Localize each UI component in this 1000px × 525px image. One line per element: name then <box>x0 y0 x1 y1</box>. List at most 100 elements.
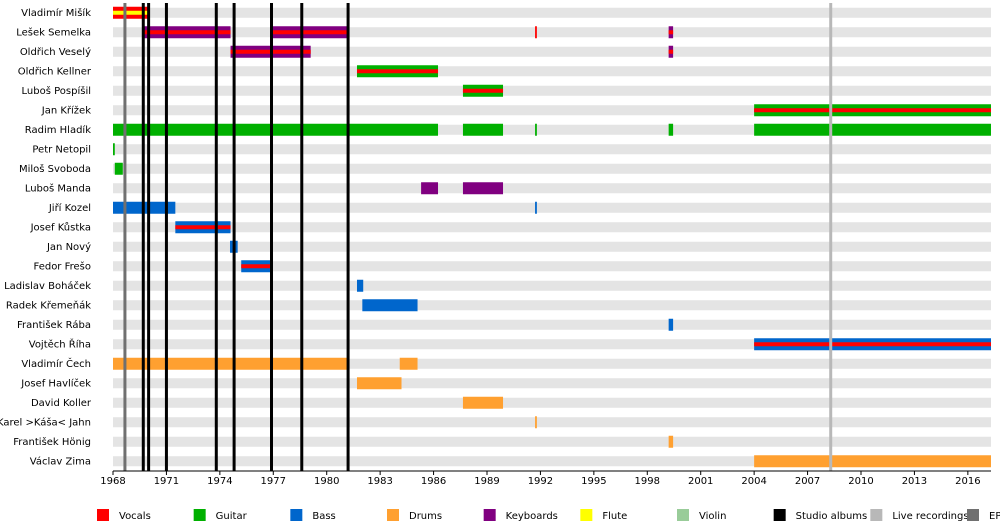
member-name: Josef Kůstka <box>30 221 91 233</box>
x-tick-label: 2004 <box>741 476 766 487</box>
row-band <box>113 222 991 233</box>
member-name: Petr Netopil <box>32 144 91 155</box>
member-period <box>754 455 991 468</box>
period-accent <box>754 342 991 347</box>
row-band <box>113 163 991 174</box>
member-name: Radek Křemeňák <box>6 299 91 311</box>
row-band <box>113 417 991 428</box>
legend-label: EPs <box>989 511 1000 522</box>
x-tick-label: 2010 <box>848 476 873 487</box>
member-period <box>113 123 439 136</box>
row-band <box>113 456 991 467</box>
row-band <box>113 339 991 350</box>
member-name: Oldřich Kellner <box>18 65 92 77</box>
member-name: Oldřich Veselý <box>20 46 91 58</box>
row-band <box>113 202 991 213</box>
member-name: Radim Hladík <box>25 124 91 136</box>
member-name: Karel >Káša< Jahn <box>0 416 91 428</box>
period-accent <box>271 30 349 35</box>
member-name: Jan Křížek <box>41 104 91 116</box>
member-name: Václav Zima <box>30 455 91 467</box>
legend-label: Vocals <box>119 511 151 522</box>
legend-swatch <box>773 509 786 521</box>
x-tick-label: 2007 <box>795 476 820 487</box>
row-band <box>113 397 991 408</box>
member-period <box>113 143 115 156</box>
member-period <box>754 123 991 136</box>
x-tick-label: 2016 <box>955 476 980 487</box>
member-name: Vojtěch Říha <box>29 337 91 350</box>
member-period <box>356 279 364 292</box>
member-period <box>668 318 674 331</box>
period-accent <box>668 49 674 54</box>
period-accent <box>356 69 439 74</box>
row-band <box>113 105 991 116</box>
period-accent <box>113 10 149 15</box>
member-period <box>113 357 349 370</box>
x-tick-label: 1989 <box>474 476 499 487</box>
period-accent <box>175 225 231 230</box>
member-period <box>535 416 537 429</box>
member-name: Luboš Manda <box>25 182 91 194</box>
legend-swatch <box>97 509 109 521</box>
row-band <box>113 144 991 155</box>
x-tick-label: 1995 <box>581 476 606 487</box>
x-tick-label: 1992 <box>528 476 553 487</box>
row-band <box>113 7 991 18</box>
x-tick-label: 2013 <box>902 476 927 487</box>
legend-label: Violin <box>699 511 726 522</box>
row-band <box>113 378 991 389</box>
x-tick-label: 2001 <box>688 476 713 487</box>
legend-label: Keyboards <box>506 511 558 522</box>
member-name: Vladimír Čech <box>21 357 91 370</box>
row-band <box>113 241 991 252</box>
row-band <box>113 436 991 447</box>
x-tick-label: 1998 <box>635 476 660 487</box>
member-period <box>399 357 418 370</box>
member-period <box>356 377 402 390</box>
member-period <box>421 182 439 195</box>
member-name: Miloš Svoboda <box>19 163 91 175</box>
legend-label: Drums <box>409 511 442 522</box>
member-name: Luboš Pospíšil <box>22 85 91 97</box>
row-band <box>113 300 991 311</box>
member-period <box>462 123 504 136</box>
legend-swatch <box>290 509 303 521</box>
member-period <box>535 26 537 39</box>
row-band <box>113 66 991 77</box>
member-period <box>462 396 504 409</box>
legend-swatch <box>387 509 399 521</box>
row-band <box>113 124 991 135</box>
member-name: Fedor Frešo <box>33 260 91 272</box>
member-name: František Rába <box>17 319 91 331</box>
period-accent <box>668 30 674 35</box>
member-name: Ladislav Boháček <box>4 280 91 292</box>
legend-swatch <box>677 509 689 521</box>
period-accent <box>143 30 231 35</box>
x-tick-label: 1968 <box>100 476 125 487</box>
legend-label: Guitar <box>216 511 248 522</box>
x-tick-label: 1971 <box>154 476 179 487</box>
legend-swatch <box>483 509 496 521</box>
member-period <box>114 162 123 175</box>
legend-swatch <box>967 509 979 521</box>
legend-label: Studio albums <box>796 511 868 522</box>
member-period <box>535 201 537 214</box>
period-accent <box>462 88 504 93</box>
x-tick-label: 1980 <box>314 476 339 487</box>
member-name: Vladimír Mišík <box>21 7 91 19</box>
x-tick-label: 1977 <box>261 476 286 487</box>
legend-swatch <box>580 509 593 521</box>
member-period <box>462 182 504 195</box>
legend-label: Live recordings <box>892 511 968 522</box>
x-tick-label: 1986 <box>421 476 446 487</box>
member-period <box>535 123 537 136</box>
member-name: Jan Nový <box>46 241 91 253</box>
period-accent <box>241 264 272 269</box>
row-band <box>113 183 991 194</box>
member-name: František Hönig <box>13 436 91 448</box>
period-accent <box>754 108 991 113</box>
member-period <box>668 123 674 136</box>
